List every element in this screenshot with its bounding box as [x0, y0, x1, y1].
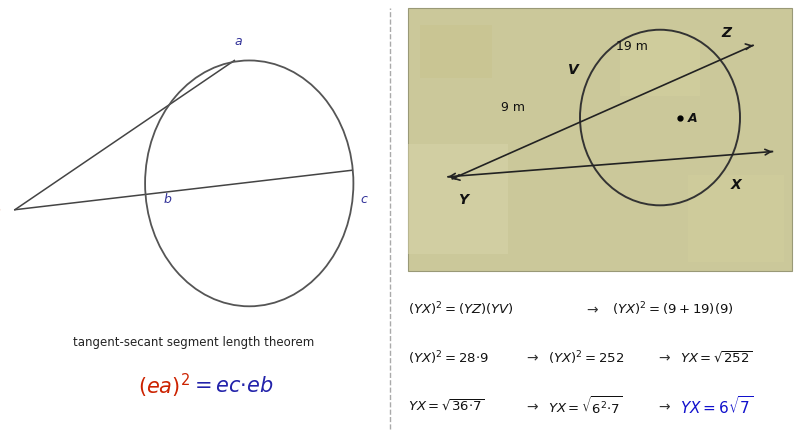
Bar [408, 145, 508, 254]
Bar [408, 9, 792, 272]
Bar [688, 175, 784, 263]
Text: tangent-secant segment length theorem: tangent-secant segment length theorem [73, 335, 314, 348]
Bar [420, 26, 492, 79]
Bar [620, 31, 700, 96]
Text: $\rightarrow$: $\rightarrow$ [524, 398, 540, 412]
Text: A: A [688, 112, 698, 125]
Text: $YX=\sqrt{36{\cdot}7}$: $YX=\sqrt{36{\cdot}7}$ [408, 398, 485, 413]
Text: $\rightarrow$: $\rightarrow$ [656, 350, 672, 364]
Text: $(YX)^2=252$: $(YX)^2=252$ [548, 348, 624, 366]
Text: $YX=\sqrt{6^2{\cdot}7}$: $YX=\sqrt{6^2{\cdot}7}$ [548, 395, 622, 416]
Text: 19 m: 19 m [616, 40, 648, 53]
Text: X: X [731, 177, 742, 191]
Text: a: a [234, 35, 242, 48]
Text: V: V [568, 63, 578, 77]
Text: 9 m: 9 m [502, 101, 526, 114]
Text: Y: Y [458, 193, 468, 207]
Text: $\rightarrow$: $\rightarrow$ [656, 398, 672, 412]
Text: $\rightarrow$: $\rightarrow$ [524, 350, 540, 364]
Text: b: b [164, 193, 171, 206]
Text: c: c [360, 193, 367, 206]
Text: $(YX)^2=28{\cdot}9$: $(YX)^2=28{\cdot}9$ [408, 348, 489, 366]
Text: $\rightarrow$: $\rightarrow$ [584, 302, 600, 316]
Text: Z: Z [722, 26, 731, 40]
Text: $(ea)^2$: $(ea)^2$ [138, 371, 190, 399]
Text: $(YX)^2=(9+19)(9)$: $(YX)^2=(9+19)(9)$ [612, 300, 734, 318]
Text: $(YX)^2=(YZ)(YV)$: $(YX)^2=(YZ)(YV)$ [408, 300, 514, 318]
Text: $YX=\sqrt{252}$: $YX=\sqrt{252}$ [680, 350, 753, 364]
Text: $YX=6\sqrt{7}$: $YX=6\sqrt{7}$ [680, 394, 753, 416]
Text: $=ec{\cdot}eb$: $=ec{\cdot}eb$ [190, 375, 274, 396]
